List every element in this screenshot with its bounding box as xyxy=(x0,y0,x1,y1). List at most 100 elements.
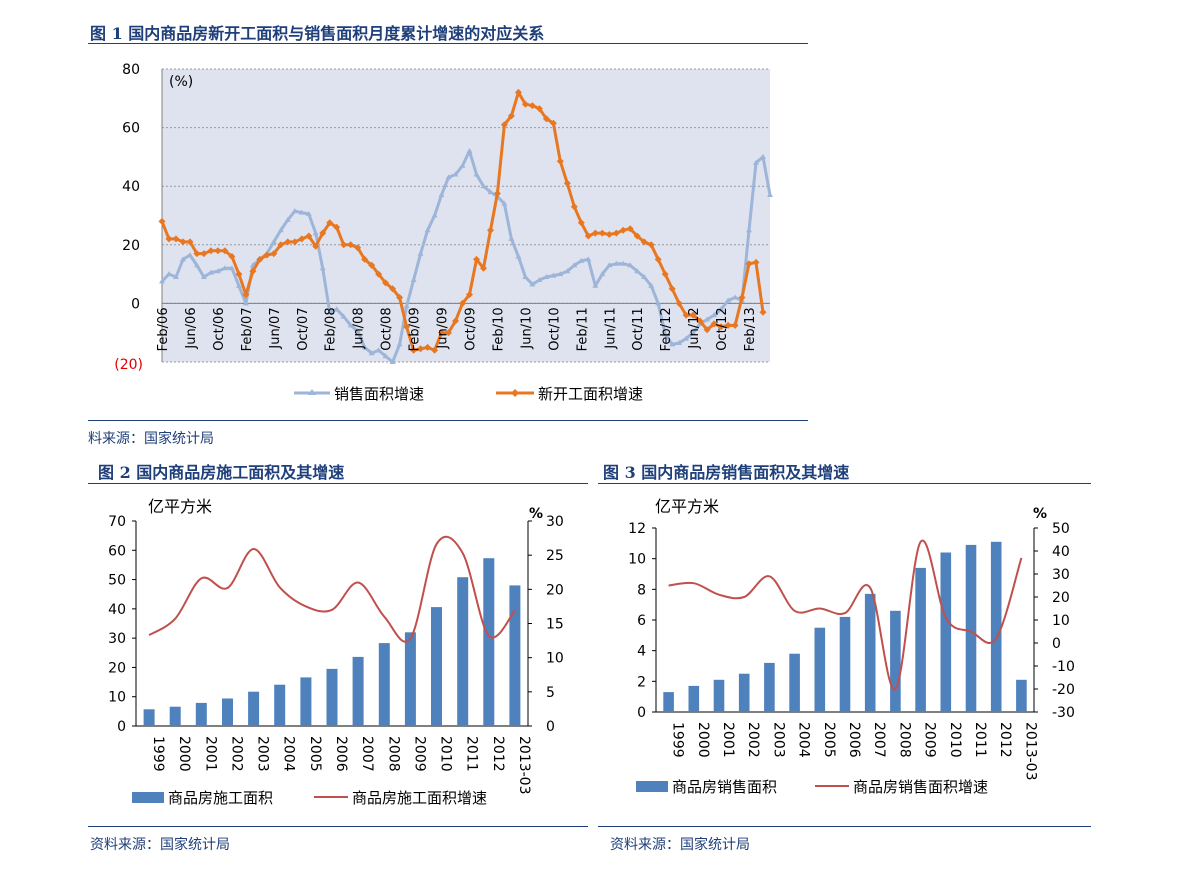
fig2-bar-2002 xyxy=(222,698,233,726)
fig1-x-tick-label: Feb/12 xyxy=(659,307,674,351)
fig1-point xyxy=(760,153,766,159)
fig2-x-tick-label: 2000 xyxy=(176,736,192,772)
fig1-y-tick-label: (20) xyxy=(114,357,143,373)
fig1-point xyxy=(738,294,746,301)
fig1-point xyxy=(305,232,313,240)
fig1-x-tick-label: Oct/08 xyxy=(380,307,395,350)
fig1-point xyxy=(759,308,767,316)
fig1-source: 料来源：国家统计局 xyxy=(88,431,214,447)
fig1-point xyxy=(598,229,606,237)
fig2-left-tick-label: 50 xyxy=(108,573,126,589)
fig1-point xyxy=(584,232,592,240)
fig1-point xyxy=(452,317,459,325)
fig1-point xyxy=(662,331,669,337)
fig3-left-tick-label: 4 xyxy=(637,644,646,660)
fig2-bar-2010 xyxy=(431,607,442,726)
fig1-point xyxy=(473,255,480,263)
fig2-right-tick-label: 25 xyxy=(546,548,564,564)
fig1-point xyxy=(487,189,494,195)
fig1-point xyxy=(242,291,250,299)
fig1-point xyxy=(647,241,655,249)
fig2-source: 资料来源：国家统计局 xyxy=(90,837,230,853)
fig1-point xyxy=(577,219,585,227)
fig3-left-tick-label: 0 xyxy=(637,705,646,721)
fig1-legend-marker-1 xyxy=(308,389,316,395)
fig1-point xyxy=(263,251,271,259)
fig1-point xyxy=(354,244,362,252)
fig1-point xyxy=(627,262,634,268)
fig1-point xyxy=(578,257,585,263)
fig1-point xyxy=(535,105,543,113)
fig2-x-tick-label: 2010 xyxy=(438,736,454,772)
fig1-point xyxy=(284,238,292,246)
fig1-point xyxy=(661,270,669,278)
fig1-point xyxy=(549,119,557,127)
fig1-point xyxy=(725,297,732,303)
fig3-source: 资料来源：国家统计局 xyxy=(610,837,750,853)
fig1-x-tick-label: Feb/06 xyxy=(156,307,171,351)
fig2-bar-2004 xyxy=(274,684,286,726)
fig3-title: 图 3 国内商品房销售面积及其增速 xyxy=(603,463,850,482)
fig3-right-tick-label: -10 xyxy=(1052,659,1075,675)
fig2-bottom-rule xyxy=(88,826,588,827)
fig1-x-tick-label: Feb/07 xyxy=(240,307,255,351)
fig2-right-tick-label: 5 xyxy=(546,685,555,701)
fig1-x-tick-label: Jun/08 xyxy=(352,307,367,349)
fig1-point xyxy=(466,148,473,153)
fig2-x-tick-label: 2006 xyxy=(333,736,349,772)
fig2-legend-bar-label: 商品房施工面积 xyxy=(168,789,273,807)
fig1-point xyxy=(669,341,676,347)
fig1-point xyxy=(417,345,425,353)
fig3-x-tick-label: 2010 xyxy=(947,722,963,758)
fig1-point xyxy=(277,227,284,233)
fig1-point xyxy=(438,329,445,337)
fig3-right-tick-label: 40 xyxy=(1052,544,1070,560)
fig2-x-tick-label: 2007 xyxy=(359,736,375,772)
fig1-y-tick-label: 20 xyxy=(122,238,140,254)
fig1-point xyxy=(354,328,361,334)
fig1-point xyxy=(431,212,438,218)
fig1-point xyxy=(193,262,200,268)
fig3-x-tick-label: 2012 xyxy=(997,722,1013,758)
fig1-point xyxy=(731,321,739,329)
fig1-point xyxy=(333,223,341,231)
fig1-point xyxy=(500,121,508,129)
fig3-left-tick-label: 6 xyxy=(637,613,646,629)
fig1-point xyxy=(165,235,173,243)
fig1-x-tick-label: Feb/08 xyxy=(324,307,339,351)
fig1-point xyxy=(543,274,550,279)
fig1-point xyxy=(626,225,634,233)
fig1-title-rule xyxy=(88,43,808,44)
fig1-point xyxy=(340,241,348,249)
fig3-x-tick-label: 2006 xyxy=(846,722,862,758)
fig1-point xyxy=(592,282,599,288)
fig3-left-tick-label: 8 xyxy=(637,582,646,598)
fig1-point xyxy=(654,255,662,263)
fig2-x-tick-label: 2003 xyxy=(255,736,271,772)
fig3-bar-2008 xyxy=(890,610,901,712)
fig3-bottom-rule xyxy=(598,826,1091,827)
fig1-x-tick-label: Jun/06 xyxy=(184,307,199,349)
fig1-point xyxy=(655,300,662,306)
fig1-point xyxy=(521,100,529,108)
fig2-left-tick-label: 60 xyxy=(108,543,126,559)
fig1-y-tick-label: 60 xyxy=(122,121,140,137)
fig1-point xyxy=(326,309,333,315)
fig1-point xyxy=(641,274,648,279)
fig1-point xyxy=(767,192,773,197)
fig3-bar-2013-03 xyxy=(1016,679,1027,712)
fig1-point xyxy=(186,238,194,246)
fig1-point xyxy=(410,277,417,282)
fig1-point xyxy=(312,242,320,250)
fig2-right-unit: % xyxy=(529,506,543,522)
fig1-point xyxy=(668,285,676,293)
fig1-point xyxy=(683,335,690,341)
fig3-left-unit: 亿平方米 xyxy=(655,497,719,516)
fig1-point xyxy=(298,209,305,215)
fig1-point xyxy=(158,217,166,225)
fig2-x-tick-label: 2004 xyxy=(281,736,297,772)
fig1-legend-label-2: 新开工面积增速 xyxy=(538,385,643,403)
fig1-point xyxy=(752,258,760,266)
fig1-point xyxy=(326,219,334,227)
